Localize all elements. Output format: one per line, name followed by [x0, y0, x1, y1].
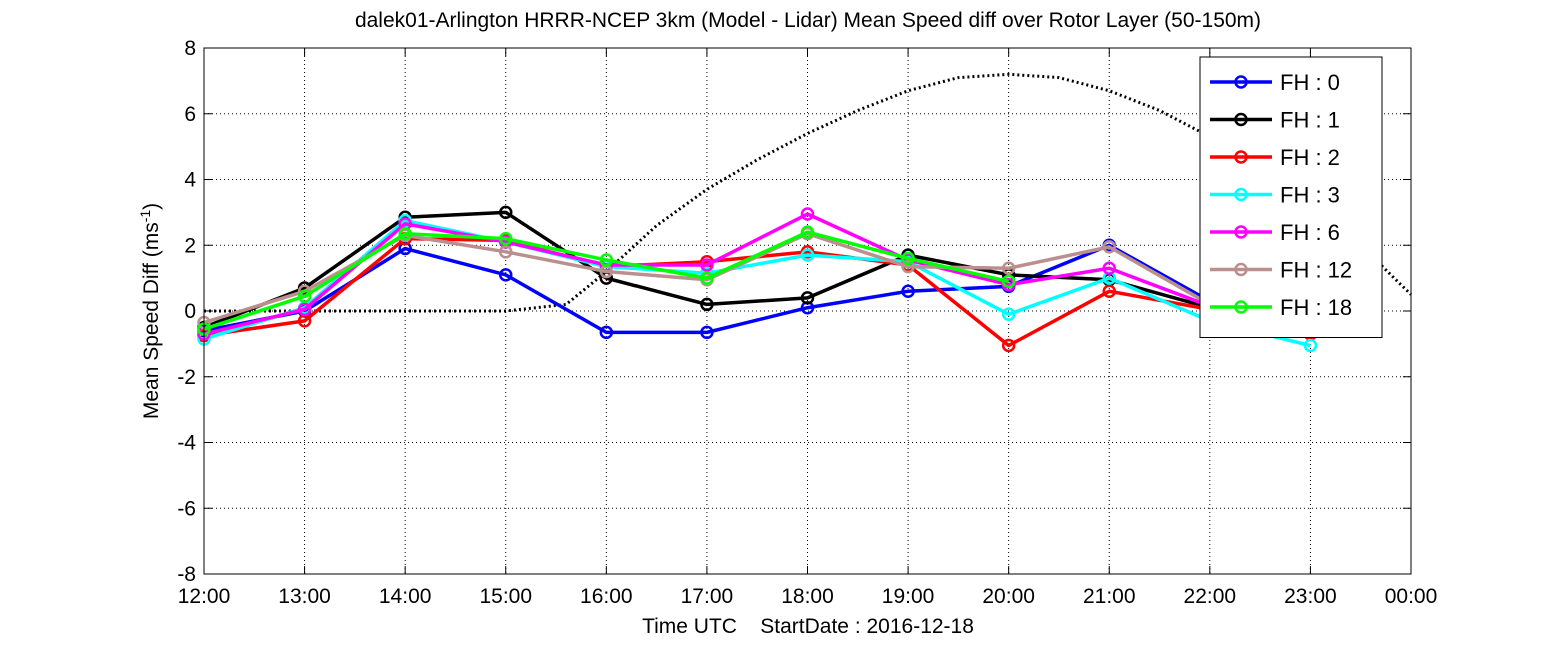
x-tick-label: 17:00	[681, 585, 734, 608]
data-point	[599, 325, 614, 340]
data-point	[499, 245, 513, 259]
y-tick-label: -2	[177, 366, 196, 389]
legend-swatch-marker	[1234, 75, 1248, 89]
legend-label: FH : 12	[1280, 258, 1352, 283]
legend-entry: FH : 2	[1210, 145, 1340, 170]
x-tick-label: 20:00	[982, 585, 1035, 608]
x-tick-label: 16:00	[580, 585, 633, 608]
data-point	[1102, 284, 1116, 299]
legend-swatch-marker	[1234, 187, 1248, 202]
y-tick-label: 4	[184, 169, 196, 192]
data-point	[700, 271, 714, 285]
y-tick-label: 2	[184, 234, 196, 257]
data-point	[1303, 338, 1318, 353]
legend-label: FH : 18	[1280, 295, 1352, 320]
legend-swatch-marker	[1234, 112, 1248, 127]
data-point	[800, 225, 815, 239]
x-axis-ticks: 12:00 13:00 14:00 15:00 16:00 17:00 18:00 19:00…	[178, 48, 1438, 608]
legend-entry: FH : 18	[1210, 295, 1352, 320]
data-point	[499, 231, 513, 246]
data-point	[700, 258, 714, 272]
data-point	[1102, 240, 1116, 254]
x-tick-label: 00:00	[1385, 585, 1438, 608]
data-point	[599, 253, 614, 267]
data-point	[398, 226, 412, 241]
data-point	[800, 248, 815, 262]
y-axis-ticks: -8 -6 -4 -2 0 2 4 6 8	[177, 37, 1411, 586]
y-tick-label: -8	[177, 563, 196, 586]
legend-label: FH : 3	[1280, 183, 1340, 208]
y-tick-label: 8	[184, 37, 196, 60]
y-tick-label: -6	[177, 497, 196, 520]
data-point	[1001, 274, 1016, 289]
x-tick-label: 22:00	[1184, 585, 1237, 608]
legend-swatch-marker	[1234, 300, 1248, 314]
y-axis-label: Mean Speed Diff (ms-1)	[137, 203, 163, 419]
legend-entry: FH : 12	[1210, 258, 1352, 283]
series-layer	[197, 205, 1318, 353]
data-point	[1001, 307, 1016, 322]
legend-entry: FH : 1	[1210, 108, 1340, 133]
data-point	[297, 289, 312, 303]
y-tick-label: 6	[184, 103, 196, 126]
x-tick-label: 19:00	[882, 585, 935, 608]
legend-swatch-marker	[1234, 225, 1248, 239]
data-point	[700, 297, 714, 312]
legend-box	[1199, 56, 1383, 338]
series-line	[203, 218, 1311, 348]
data-point	[700, 325, 714, 340]
x-tick-label: 13:00	[278, 585, 331, 608]
x-tick-label: 12:00	[178, 585, 231, 608]
x-tick-label: 18:00	[781, 585, 834, 608]
legend-entry: FH : 6	[1210, 220, 1340, 245]
data-point	[800, 207, 815, 221]
data-point	[297, 302, 312, 317]
legend-entry: FH : 0	[1210, 70, 1340, 95]
legend-label: FH : 0	[1280, 70, 1340, 95]
legend: FH : 0 FH : 1 FH : 2 FH : 3 FH : 6 FH : 12 FH …	[1199, 56, 1383, 338]
legend-swatch-marker	[1234, 262, 1248, 277]
legend-label: FH : 6	[1280, 220, 1340, 245]
x-tick-label: 14:00	[379, 585, 432, 608]
chart-title: dalek01-Arlington HRRR-NCEP 3km (Model -…	[355, 9, 1261, 32]
x-tick-label: 23:00	[1284, 585, 1337, 608]
x-tick-label: 21:00	[1083, 585, 1136, 608]
data-point	[1102, 261, 1116, 276]
data-point	[901, 259, 915, 274]
y-axis-label-tail: )	[140, 203, 163, 210]
y-tick-label: -4	[177, 432, 196, 455]
y-axis-label-superscript: -1	[137, 210, 153, 223]
series-line	[203, 230, 1010, 331]
data-point	[1001, 261, 1016, 276]
data-point	[901, 284, 915, 299]
data-point	[499, 268, 513, 282]
legend-entry: FH : 3	[1210, 183, 1340, 208]
x-axis-label: Time UTC StartDate : 2016-12-18	[642, 615, 974, 638]
legend-label: FH : 2	[1280, 145, 1340, 170]
legend-label: FH : 1	[1280, 108, 1340, 133]
data-point	[499, 205, 513, 220]
x-tick-label: 15:00	[479, 585, 532, 608]
data-point	[901, 251, 915, 266]
y-axis-label-main: Mean Speed Diff (ms	[140, 222, 163, 419]
legend-swatch-marker	[1234, 150, 1248, 164]
data-point	[800, 291, 815, 305]
y-tick-label: 0	[184, 300, 196, 323]
data-point	[1001, 338, 1016, 353]
